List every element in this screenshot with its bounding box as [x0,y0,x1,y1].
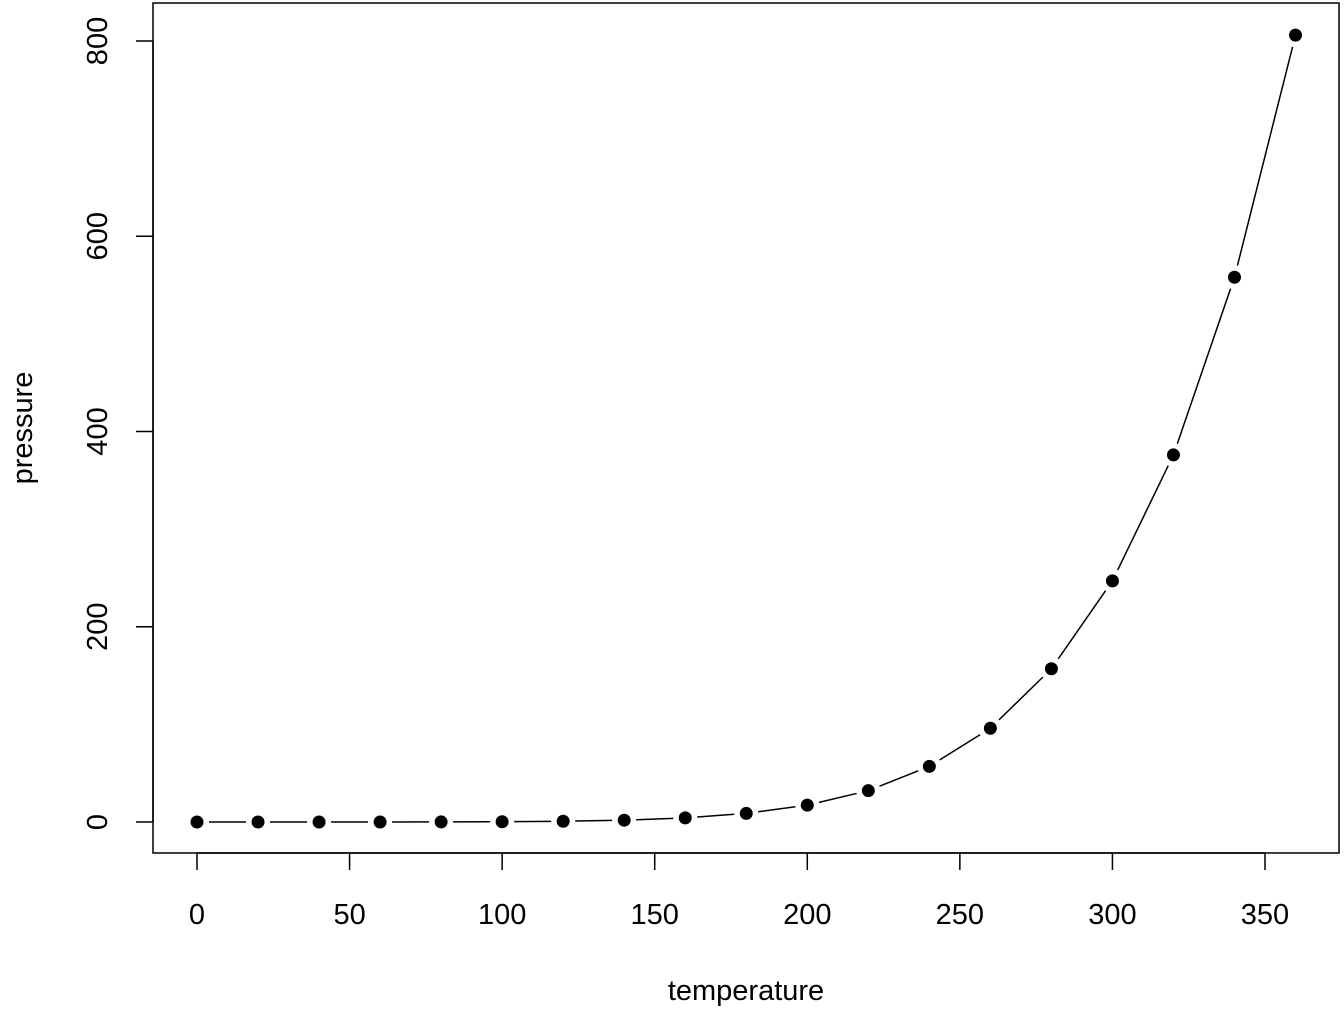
data-point [374,815,387,828]
series-lines [209,47,1293,822]
x-tick-label: 350 [1241,899,1289,931]
data-point [923,760,936,773]
data-point [1228,271,1241,284]
plot-frame [153,3,1339,853]
series-segment [575,820,612,821]
series-points [191,29,1303,829]
series-segment [1058,591,1105,659]
series-segment [1237,47,1292,266]
x-tick-label: 200 [783,899,831,931]
y-tick-label: 200 [82,603,114,651]
series-segment [1177,289,1230,444]
y-tick-label: 400 [82,407,114,455]
data-point [862,784,875,797]
data-point [740,807,753,820]
data-point [1289,29,1302,42]
series-segment [819,793,857,802]
data-point [191,815,204,828]
y-tick-label: 600 [82,212,114,260]
data-point [557,815,570,828]
data-point [801,799,814,812]
series-segment [758,807,795,812]
series-segment [879,771,918,786]
x-tick-label: 300 [1088,899,1136,931]
x-tick-label: 50 [333,899,365,931]
data-point [679,811,692,824]
data-point [1106,574,1119,587]
series-segment [1118,466,1169,570]
series-segment [999,677,1043,720]
data-point [435,815,448,828]
y-tick-label: 0 [82,814,114,830]
x-axis-label: temperature [668,975,824,1007]
data-point [496,815,509,828]
y-tick-label: 800 [82,17,114,65]
data-point [252,815,265,828]
data-point [618,814,631,827]
data-point [313,815,326,828]
x-tick-label: 0 [189,899,205,931]
y-axis: 0 200 400 600 800 [82,17,153,830]
series-segment [940,735,981,760]
series-segment [697,814,734,817]
x-tick-label: 250 [936,899,984,931]
x-tick-label: 150 [631,899,679,931]
data-point [1045,662,1058,675]
data-point [1167,448,1180,461]
series-segment [636,818,673,819]
data-point [984,722,997,735]
x-axis: 0 50 100 150 200 250 300 350 [189,853,1289,931]
x-tick-label: 100 [478,899,526,931]
y-axis-label: pressure [7,372,39,485]
